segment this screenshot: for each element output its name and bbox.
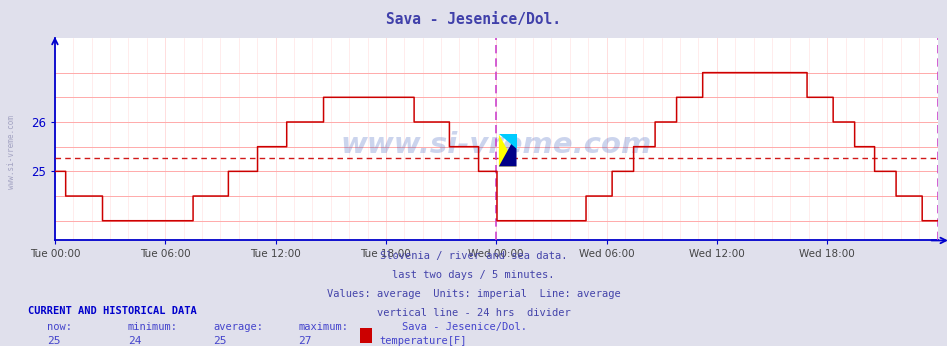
Text: 27: 27 xyxy=(298,336,312,346)
Text: temperature[F]: temperature[F] xyxy=(380,336,467,346)
Text: 25: 25 xyxy=(47,336,61,346)
Polygon shape xyxy=(499,134,516,149)
Text: minimum:: minimum: xyxy=(128,322,178,332)
Text: maximum:: maximum: xyxy=(298,322,348,332)
Text: Values: average  Units: imperial  Line: average: Values: average Units: imperial Line: av… xyxy=(327,289,620,299)
Polygon shape xyxy=(499,134,516,166)
Text: average:: average: xyxy=(213,322,263,332)
Text: now:: now: xyxy=(47,322,72,332)
Text: CURRENT AND HISTORICAL DATA: CURRENT AND HISTORICAL DATA xyxy=(28,306,197,316)
Text: Sava - Jesenice/Dol.: Sava - Jesenice/Dol. xyxy=(402,322,527,332)
Polygon shape xyxy=(499,134,516,166)
Text: 24: 24 xyxy=(128,336,141,346)
Text: www.si-vreme.com: www.si-vreme.com xyxy=(7,115,16,189)
Text: Sava - Jesenice/Dol.: Sava - Jesenice/Dol. xyxy=(386,12,561,27)
Text: last two days / 5 minutes.: last two days / 5 minutes. xyxy=(392,270,555,280)
Text: vertical line - 24 hrs  divider: vertical line - 24 hrs divider xyxy=(377,308,570,318)
Text: www.si-vreme.com: www.si-vreme.com xyxy=(341,131,652,160)
Text: Slovenia / river and sea data.: Slovenia / river and sea data. xyxy=(380,251,567,261)
Text: 25: 25 xyxy=(213,336,226,346)
